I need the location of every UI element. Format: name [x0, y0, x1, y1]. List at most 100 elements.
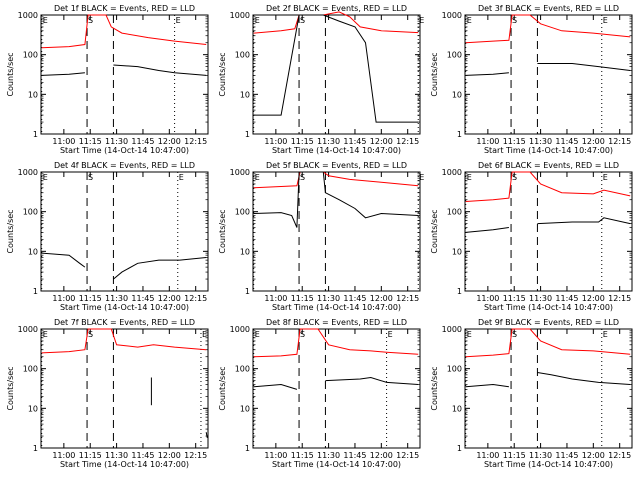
x-axis-label: Start Time (14-Oct-14 10:47:00)	[272, 303, 401, 312]
events-series-line	[253, 383, 298, 390]
x-axis-label: Start Time (14-Oct-14 10:47:00)	[272, 146, 401, 155]
events-series-line	[325, 376, 419, 385]
marker-label: E	[255, 330, 260, 339]
y-tick-label: 1000	[18, 11, 38, 20]
x-tick-label: 12:15	[396, 137, 419, 146]
y-tick-label: 10	[28, 247, 38, 256]
x-tick-label: 11:45	[343, 451, 366, 460]
marker-label: E	[419, 16, 424, 25]
x-tick-label: 11:15	[503, 137, 526, 146]
events-series-line	[253, 171, 419, 228]
y-tick-label: 100	[235, 208, 250, 217]
x-tick-label: 11:00	[52, 451, 75, 460]
y-tick-label: 1000	[18, 325, 38, 334]
x-tick-label: 12:00	[370, 294, 393, 303]
marker-label: S	[300, 173, 305, 182]
marker-label: S	[88, 330, 93, 339]
y-axis-label: Counts/sec	[218, 366, 227, 410]
chart-panel-6: Det 6f BLACK = Events, RED = LLD 1 10 100 10…	[430, 161, 633, 312]
marker-label: E	[467, 16, 472, 25]
y-tick-label: 1	[33, 287, 38, 296]
x-tick-label: 11:45	[343, 294, 366, 303]
y-tick-label: 10	[452, 404, 462, 413]
y-tick-label: 1	[245, 444, 250, 453]
x-tick-label: 11:00	[52, 137, 75, 146]
x-axis-label: Start Time (14-Oct-14 10:47:00)	[272, 460, 401, 469]
y-axis-label: Counts/sec	[430, 209, 439, 253]
plot-frame	[464, 14, 633, 135]
x-tick-label: 12:15	[396, 294, 419, 303]
y-tick-label: 100	[235, 51, 250, 60]
plot-frame	[464, 171, 633, 292]
events-series-line	[41, 72, 85, 76]
marker-label: E	[388, 330, 393, 339]
events-series-line	[205, 432, 208, 438]
x-tick-label: 11:15	[503, 451, 526, 460]
x-tick-label: 11:30	[105, 137, 128, 146]
y-tick-label: 10	[28, 90, 38, 99]
chart-title: Det 7f BLACK = Events, RED = LLD	[54, 318, 195, 327]
y-tick-label: 100	[23, 208, 38, 217]
marker-label: E	[179, 173, 184, 182]
x-tick-label: 12:00	[158, 137, 181, 146]
x-tick-label: 11:00	[52, 294, 75, 303]
y-tick-label: 1	[245, 130, 250, 139]
plot-frame	[464, 328, 633, 449]
x-tick-label: 11:45	[343, 137, 366, 146]
x-tick-label: 11:30	[105, 451, 128, 460]
events-series-line	[465, 227, 509, 233]
chart-panel-7: Det 7f BLACK = Events, RED = LLD 1 10 100 10…	[6, 318, 209, 469]
marker-label: E	[467, 330, 472, 339]
chart-title: Det 8f BLACK = Events, RED = LLD	[266, 318, 407, 327]
marker-label: S	[300, 330, 305, 339]
x-tick-label: 11:15	[291, 451, 314, 460]
x-tick-label: 11:45	[131, 451, 154, 460]
x-tick-label: 11:00	[476, 137, 499, 146]
y-tick-label: 1000	[230, 168, 250, 177]
y-tick-label: 100	[23, 51, 38, 60]
y-tick-label: 1	[33, 130, 38, 139]
marker-label: E	[603, 330, 608, 339]
marker-label: E	[176, 16, 181, 25]
x-tick-label: 12:00	[158, 451, 181, 460]
chart-title: Det 5f BLACK = Events, RED = LLD	[266, 161, 407, 170]
chart-title: Det 3f BLACK = Events, RED = LLD	[478, 4, 619, 13]
x-axis-label: Start Time (14-Oct-14 10:47:00)	[60, 460, 189, 469]
events-series-line	[537, 63, 631, 71]
chart-title: Det 1f BLACK = Events, RED = LLD	[54, 4, 195, 13]
chart-panel-9: Det 9f BLACK = Events, RED = LLD 1 10 100 10…	[430, 318, 633, 469]
lld-series-line	[465, 14, 631, 44]
x-tick-label: 12:15	[608, 451, 631, 460]
x-tick-label: 11:15	[503, 294, 526, 303]
marker-label: S	[512, 16, 517, 25]
x-tick-label: 12:15	[184, 137, 207, 146]
marker-label: S	[512, 330, 517, 339]
events-series-line	[113, 64, 207, 76]
marker-label: E	[43, 16, 48, 25]
x-tick-label: 12:00	[370, 137, 393, 146]
x-tick-label: 11:00	[476, 451, 499, 460]
x-tick-label: 11:30	[529, 294, 552, 303]
x-tick-label: 12:00	[582, 294, 605, 303]
y-axis-label: Counts/sec	[430, 366, 439, 410]
marker-label: E	[202, 330, 207, 339]
x-tick-label: 11:30	[317, 294, 340, 303]
marker-label: E	[603, 16, 608, 25]
x-axis-label: Start Time (14-Oct-14 10:47:00)	[60, 303, 189, 312]
lld-series-line	[41, 14, 207, 49]
plot-frame	[40, 14, 209, 135]
x-tick-label: 12:00	[158, 294, 181, 303]
x-tick-label: 11:30	[317, 137, 340, 146]
y-tick-label: 1	[457, 287, 462, 296]
events-series-line	[537, 217, 631, 225]
y-tick-label: 1	[457, 444, 462, 453]
chart-panel-8: Det 8f BLACK = Events, RED = LLD 1 10 100 10…	[218, 318, 421, 469]
marker-label: S	[300, 16, 305, 25]
y-tick-label: 1000	[442, 168, 462, 177]
y-axis-label: Counts/sec	[218, 52, 227, 96]
x-axis-label: Start Time (14-Oct-14 10:47:00)	[484, 303, 613, 312]
y-tick-label: 1000	[18, 168, 38, 177]
y-tick-label: 1000	[442, 11, 462, 20]
y-tick-label: 100	[447, 208, 462, 217]
